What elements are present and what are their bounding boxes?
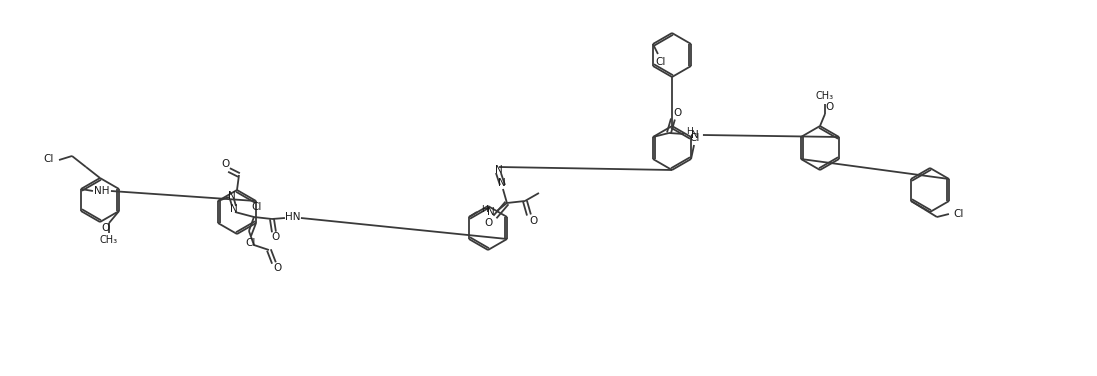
Text: NH: NH	[94, 186, 110, 196]
Text: H: H	[482, 205, 488, 214]
Text: N: N	[691, 130, 699, 140]
Text: Cl: Cl	[690, 133, 700, 143]
Text: Cl: Cl	[953, 209, 964, 219]
Text: O: O	[220, 159, 229, 169]
Text: O: O	[674, 108, 682, 118]
Text: Cl: Cl	[251, 202, 262, 212]
Text: CH₃: CH₃	[816, 91, 834, 101]
Text: O: O	[101, 223, 110, 233]
Text: N: N	[495, 165, 502, 175]
Text: O: O	[274, 263, 282, 273]
Text: O: O	[272, 232, 280, 242]
Text: HN: HN	[285, 212, 301, 222]
Text: N: N	[228, 191, 236, 201]
Text: CH₃: CH₃	[100, 235, 118, 245]
Text: O: O	[485, 218, 493, 228]
Text: Cl: Cl	[44, 154, 54, 164]
Text: O: O	[530, 216, 538, 226]
Text: N: N	[487, 207, 495, 217]
Text: Cl: Cl	[656, 57, 666, 67]
Text: N: N	[498, 178, 506, 188]
Text: O: O	[826, 102, 834, 112]
Text: N: N	[230, 204, 238, 214]
Text: Cl: Cl	[246, 238, 257, 248]
Text: H: H	[687, 126, 693, 135]
